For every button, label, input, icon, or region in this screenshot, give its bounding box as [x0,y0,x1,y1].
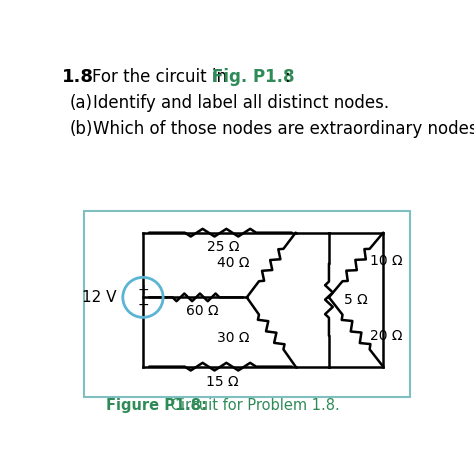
Text: 30 Ω: 30 Ω [217,331,249,345]
Text: 12 V: 12 V [82,290,117,305]
Text: −: − [137,298,149,312]
Text: (a): (a) [70,94,93,112]
Text: 25 Ω: 25 Ω [207,239,239,254]
Text: 10 Ω: 10 Ω [370,254,402,268]
Text: Circuit for Problem 1.8.: Circuit for Problem 1.8. [166,397,340,413]
Text: (b): (b) [70,120,93,138]
Text: :: : [285,68,291,86]
Text: For the circuit in: For the circuit in [92,68,232,86]
Text: Which of those nodes are extraordinary nodes?: Which of those nodes are extraordinary n… [93,120,474,138]
Text: 20 Ω: 20 Ω [370,329,402,343]
Text: 5 Ω: 5 Ω [345,293,368,307]
Text: 60 Ω: 60 Ω [186,304,219,318]
Text: 15 Ω: 15 Ω [207,375,239,389]
Text: 40 Ω: 40 Ω [217,257,249,270]
Text: Figure P1.8:: Figure P1.8: [106,397,207,413]
Text: Fig. P1.8: Fig. P1.8 [212,68,294,86]
Text: Identify and label all distinct nodes.: Identify and label all distinct nodes. [93,94,390,112]
Text: 1.8: 1.8 [63,68,94,86]
Text: +: + [137,283,149,298]
FancyBboxPatch shape [84,211,410,397]
